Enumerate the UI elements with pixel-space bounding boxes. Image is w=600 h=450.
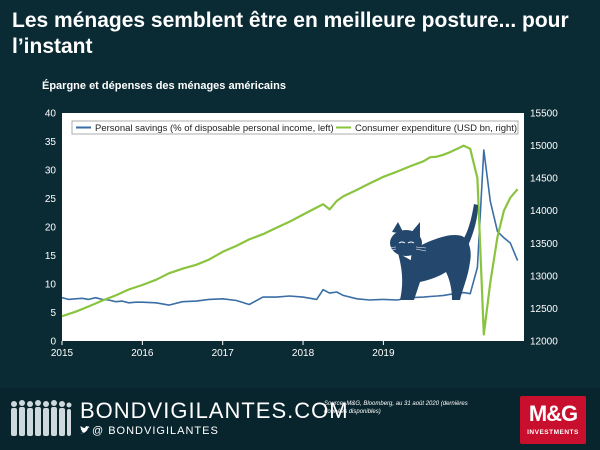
left-tick-label: 35 <box>45 137 57 148</box>
left-tick-label: 5 <box>50 308 56 319</box>
mg-logo-sub: INVESTMENTS <box>527 429 579 436</box>
x-tick-label: 2018 <box>292 348 315 359</box>
right-tick-label: 12000 <box>530 337 558 348</box>
series-line-expenditure <box>61 144 519 336</box>
left-tick-label: 10 <box>45 280 57 291</box>
twitter-icon <box>80 425 90 437</box>
plot-area <box>62 113 524 341</box>
x-tick-label: 2019 <box>372 348 395 359</box>
right-tick-label: 15000 <box>530 141 558 152</box>
left-tick-label: 25 <box>45 194 57 205</box>
left-tick-label: 15 <box>45 251 57 262</box>
brand-social[interactable]: @ BONDVIGILANTES <box>80 425 219 437</box>
x-tick-label: 2016 <box>131 348 154 359</box>
legend: Personal savings (% of disposable person… <box>71 120 519 135</box>
mg-logo: M&G INVESTMENTS <box>520 396 586 444</box>
left-axis: 0 5 10 15 20 25 30 35 40 <box>45 109 57 348</box>
source-note: Source: M&G, Bloomberg, au 31 août 2020 … <box>324 401 468 415</box>
right-tick-label: 13000 <box>530 271 558 282</box>
cat-illustration <box>385 204 478 300</box>
right-tick-label: 12500 <box>530 304 558 315</box>
x-tick-label: 2015 <box>51 348 74 359</box>
chart-title: Les ménages semblent être en meilleure p… <box>12 9 569 58</box>
series-line-savings <box>61 149 519 306</box>
left-tick-label: 30 <box>45 166 57 177</box>
legend-label-savings: Personal savings (% of disposable person… <box>95 123 334 134</box>
brand-figures-logo <box>11 400 72 436</box>
series-layer <box>61 144 519 336</box>
right-tick-label: 14000 <box>530 206 558 217</box>
brand-name[interactable]: BONDVIGILANTES.COM <box>80 398 349 423</box>
left-tick-label: 20 <box>45 223 57 234</box>
x-axis: 2015 2016 2017 2018 2019 <box>51 341 395 359</box>
left-tick-label: 0 <box>50 337 56 348</box>
chart-subtitle: Épargne et dépenses des ménages américai… <box>42 80 286 92</box>
brand-social-handle: @ BONDVIGILANTES <box>92 425 219 437</box>
chart: 0 5 10 15 20 25 30 35 40 12000 12500 13000 13500 140… <box>45 109 558 360</box>
left-tick-label: 40 <box>45 109 57 120</box>
legend-label-expenditure: Consumer expenditure (USD bn, right) <box>355 123 517 134</box>
right-tick-label: 14500 <box>530 174 558 185</box>
right-tick-label: 15500 <box>530 109 558 120</box>
footer: BONDVIGILANTES.COM @ BONDVIGILANTES Sour… <box>0 388 600 450</box>
mg-logo-text: M&G <box>528 401 578 426</box>
right-axis: 12000 12500 13000 13500 14000 14500 15000 15500 <box>530 109 558 348</box>
x-tick-label: 2017 <box>212 348 235 359</box>
right-tick-label: 13500 <box>530 239 558 250</box>
legend-box <box>71 120 519 135</box>
